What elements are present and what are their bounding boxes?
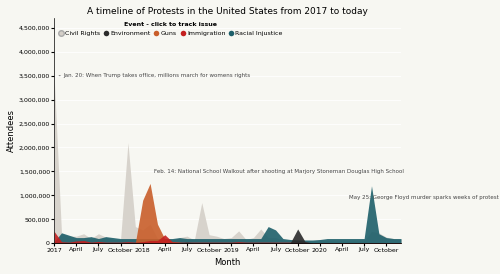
X-axis label: Month: Month [214, 258, 241, 267]
Text: Jan. 20: When Trump takes office, millions march for womens rights: Jan. 20: When Trump takes office, millio… [63, 73, 250, 78]
Text: Feb. 14: National School Walkout after shooting at Marjory Stoneman Douglas High: Feb. 14: National School Walkout after s… [154, 169, 404, 174]
Y-axis label: Attendees: Attendees [7, 109, 16, 152]
Title: A timeline of Protests in the United States from 2017 to today: A timeline of Protests in the United Sta… [87, 7, 368, 16]
Legend: Civil Rights, Environment, Guns, Immigration, Racial Injustice: Civil Rights, Environment, Guns, Immigra… [58, 21, 284, 38]
Text: May 25: George Floyd murder sparks weeks of protest: May 25: George Floyd murder sparks weeks… [350, 195, 499, 200]
